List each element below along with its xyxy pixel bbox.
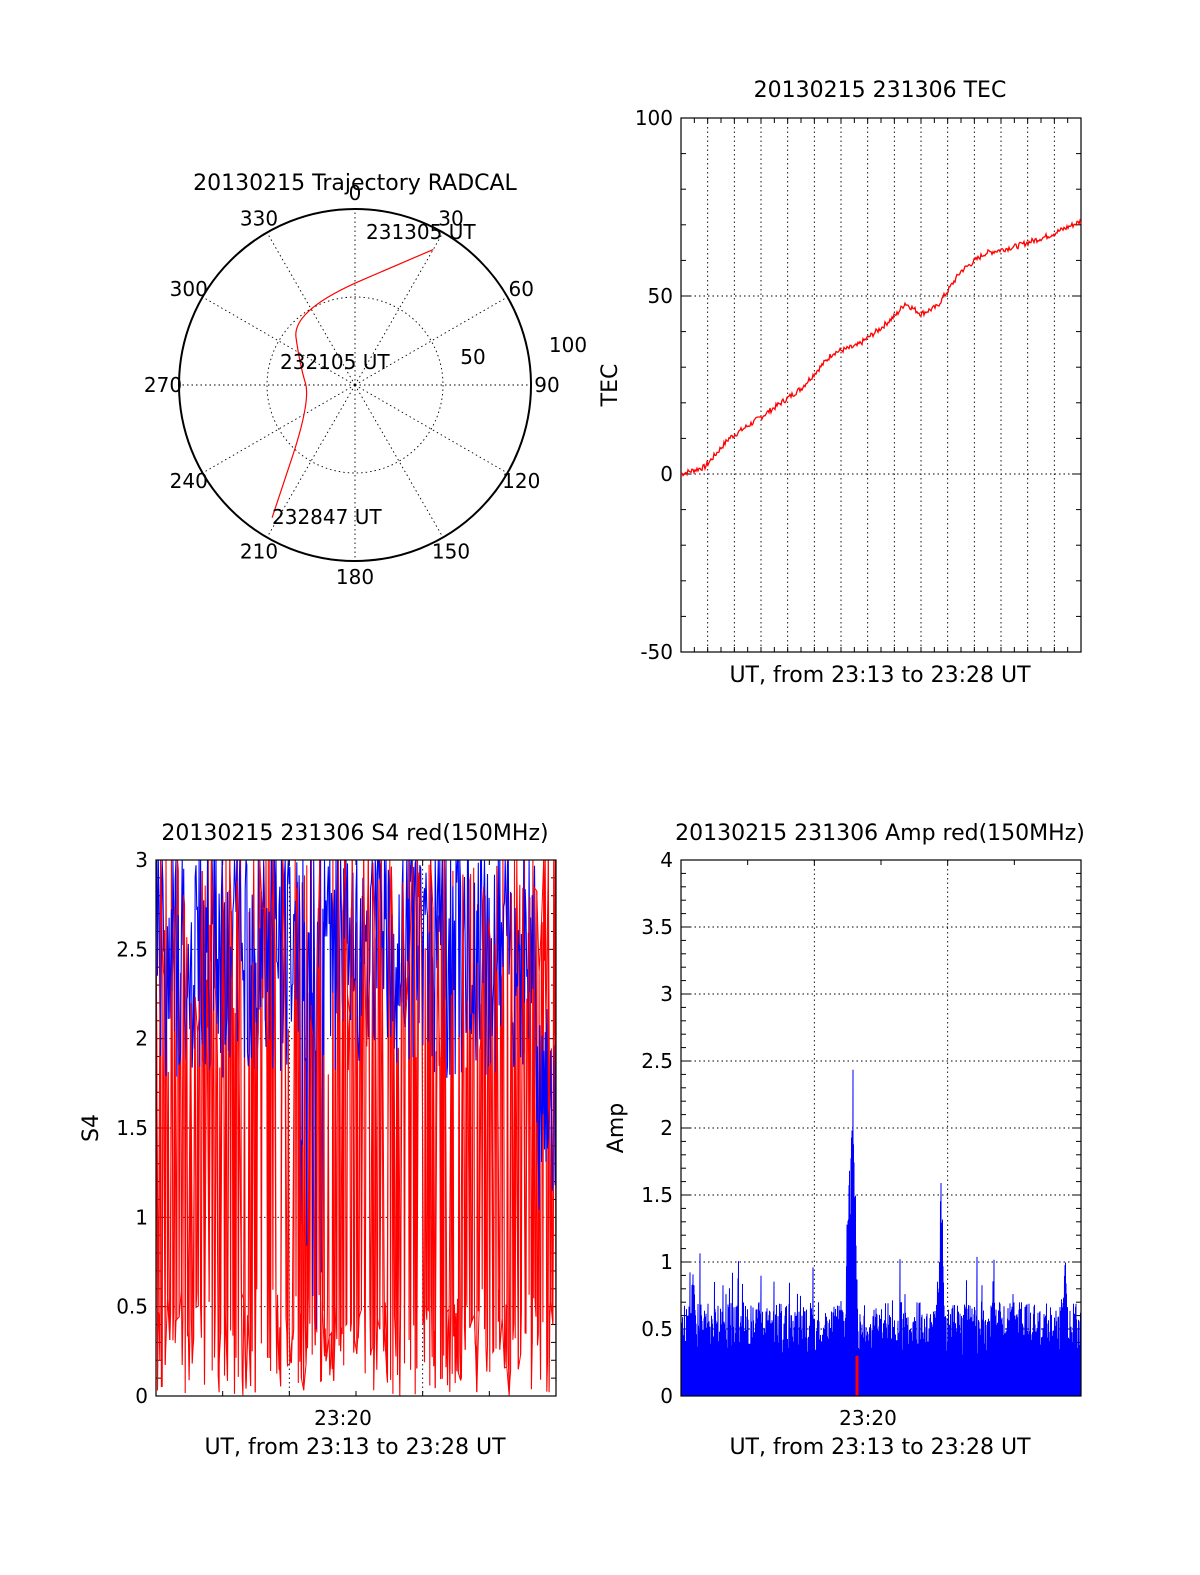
s4-y-tick-label: 0.5 bbox=[116, 1295, 148, 1319]
s4-y-tick-label: 3 bbox=[135, 848, 148, 872]
tec-frame bbox=[680, 117, 1082, 653]
amp-title: 20130215 231306 Amp red(150MHz) bbox=[675, 821, 1085, 846]
polar-ring-50 bbox=[266, 296, 444, 474]
polar-azimuth-label: 120 bbox=[502, 469, 540, 493]
s4-y-tick-label: 2.5 bbox=[116, 937, 148, 961]
amp-frame bbox=[680, 859, 1082, 1397]
s4-y-tick-label: 2 bbox=[135, 1027, 148, 1051]
polar-azimuth-label: 90 bbox=[534, 373, 559, 397]
polar-azimuth-label: 270 bbox=[144, 373, 182, 397]
polar-azimuth-label: 150 bbox=[432, 539, 470, 563]
s4-ylabel: S4 bbox=[79, 1114, 104, 1142]
amp-y-tick-label: 2.5 bbox=[641, 1049, 673, 1073]
amp-chart: 20130215 231306 Amp red(150MHz) 4 3.5 3 2.5… bbox=[604, 821, 1085, 1460]
s4-xlabel: UT, from 23:13 to 23:28 UT bbox=[204, 1435, 506, 1460]
s4-series-red-overlay bbox=[155, 859, 556, 1396]
tec-y-tick-label: 50 bbox=[648, 284, 673, 308]
amp-ylabel: Amp bbox=[604, 1103, 629, 1153]
polar-radial-tick-50: 50 bbox=[460, 345, 485, 369]
tec-y-tick-label: 100 bbox=[635, 106, 673, 130]
polar-azimuth-label: 300 bbox=[170, 277, 208, 301]
tec-title: 20130215 231306 TEC bbox=[754, 78, 1007, 103]
tec-y-tick-label: -50 bbox=[640, 640, 673, 664]
polar-azimuth-label: 180 bbox=[336, 565, 374, 589]
s4-frame bbox=[155, 859, 557, 1397]
tec-grid bbox=[681, 117, 1081, 653]
polar-title: 20130215 Trajectory RADCAL bbox=[193, 171, 517, 196]
s4-series bbox=[155, 859, 557, 1396]
polar-azimuth-label: 60 bbox=[509, 277, 534, 301]
s4-chart: 20130215 231306 S4 red(150MHz) 3 2.5 2 1.5 1… bbox=[79, 821, 557, 1460]
amp-series-red-spike bbox=[855, 1355, 859, 1396]
polar-center-label: 232105 UT bbox=[280, 350, 390, 374]
amp-xlabel: UT, from 23:13 to 23:28 UT bbox=[729, 1435, 1031, 1460]
polar-azimuth-label: 330 bbox=[240, 207, 278, 231]
polar-azimuth-label: 210 bbox=[240, 539, 278, 563]
polar-chart: 20130215 Trajectory RADCAL 0 30 60 90 120 150… bbox=[144, 171, 587, 589]
s4-y-ticks: 3 2.5 2 1.5 1 0.5 0 bbox=[116, 848, 148, 1408]
tec-ylabel: TEC bbox=[598, 364, 623, 408]
amp-y-ticks: 4 3.5 3 2.5 2 1.5 1 0.5 0 bbox=[641, 848, 673, 1408]
amp-y-tick-label: 3 bbox=[660, 982, 673, 1006]
s4-xtick: 23:20 bbox=[314, 1406, 372, 1430]
polar-azimuth-label: 240 bbox=[170, 469, 208, 493]
amp-y-tick-label: 1.5 bbox=[641, 1183, 673, 1207]
amp-y-tick-label: 1 bbox=[660, 1250, 673, 1274]
s4-y-tick-label: 1.5 bbox=[116, 1116, 148, 1140]
polar-azimuth-label: 0 bbox=[349, 181, 362, 205]
amp-y-tick-label: 2 bbox=[660, 1116, 673, 1140]
amp-y-tick-label: 3.5 bbox=[641, 915, 673, 939]
tec-y-ticks: 100 50 0 -50 bbox=[635, 106, 673, 664]
polar-start-label: 231305 UT bbox=[366, 220, 476, 244]
amp-series bbox=[680, 1069, 1082, 1397]
tec-series-line bbox=[680, 218, 1082, 477]
s4-y-tick-label: 0 bbox=[135, 1384, 148, 1408]
tec-xlabel: UT, from 23:13 to 23:28 UT bbox=[729, 663, 1031, 688]
polar-end-label: 232847 UT bbox=[272, 505, 382, 529]
s4-y-tick-label: 1 bbox=[135, 1205, 148, 1229]
polar-azimuth-label: 30 bbox=[438, 207, 463, 231]
polar-radial-tick-100: 100 bbox=[549, 333, 587, 357]
amp-grid bbox=[681, 859, 1081, 1397]
s4-title: 20130215 231306 S4 red(150MHz) bbox=[161, 821, 548, 846]
amp-y-tick-label: 0 bbox=[660, 1384, 673, 1408]
amp-y-tick-label: 4 bbox=[660, 848, 673, 872]
polar-azimuth-labels: 0 30 60 90 120 150 180 210 240 270 300 330 bbox=[144, 181, 560, 589]
tec-y-tick-label: 0 bbox=[660, 462, 673, 486]
polar-trajectory-line bbox=[271, 248, 434, 518]
amp-series-blue bbox=[680, 1069, 1082, 1397]
tec-chart: 20130215 231306 TEC 100 50 0 -50 TEC UT, fr… bbox=[598, 78, 1082, 688]
amp-xtick: 23:20 bbox=[839, 1406, 897, 1430]
amp-y-tick-label: 0.5 bbox=[641, 1317, 673, 1341]
